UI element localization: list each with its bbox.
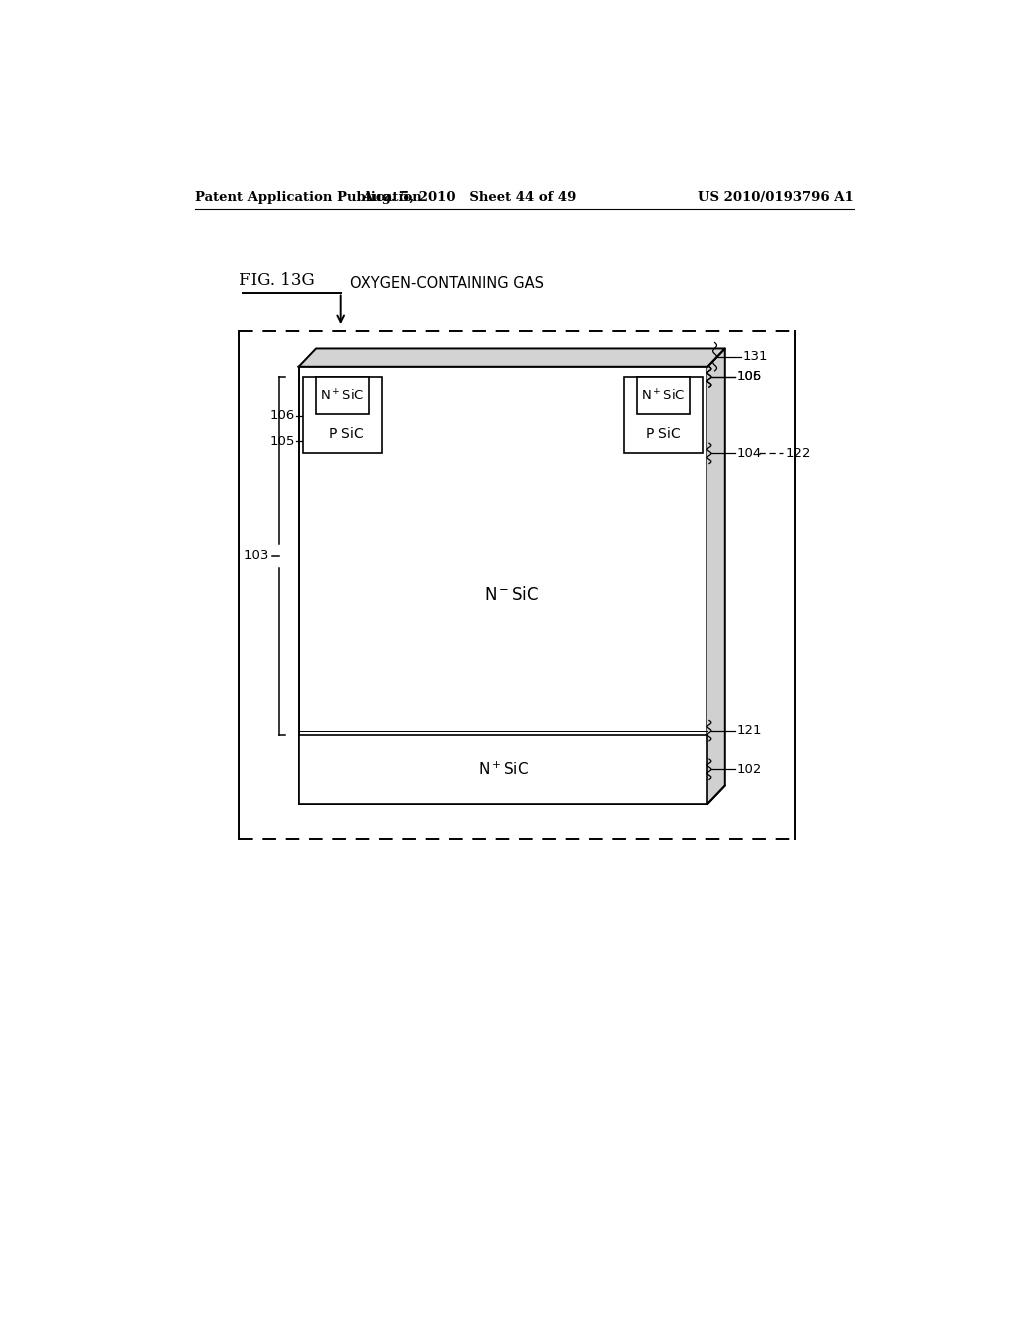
Text: FIG. 13G: FIG. 13G (240, 272, 314, 289)
Text: 106: 106 (269, 409, 295, 422)
Text: US 2010/0193796 A1: US 2010/0193796 A1 (698, 190, 854, 203)
Text: $\mathsf{N^+SiC}$: $\mathsf{N^+SiC}$ (641, 388, 686, 403)
Text: 105: 105 (269, 434, 295, 447)
Text: $\mathsf{P\ SiC}$: $\mathsf{P\ SiC}$ (329, 426, 365, 441)
Text: 102: 102 (736, 763, 762, 776)
Polygon shape (299, 348, 725, 367)
Text: 103: 103 (244, 549, 269, 562)
Bar (299, 367, 708, 804)
Text: $\mathsf{N^+SiC}$: $\mathsf{N^+SiC}$ (477, 760, 528, 777)
Text: $\mathsf{P\ SiC}$: $\mathsf{P\ SiC}$ (645, 426, 682, 441)
Text: $\mathsf{N^-SiC}$: $\mathsf{N^-SiC}$ (483, 586, 539, 603)
Text: $\mathsf{N^+SiC}$: $\mathsf{N^+SiC}$ (321, 388, 365, 403)
Bar (637, 378, 690, 414)
Bar (303, 378, 382, 453)
Text: Patent Application Publication: Patent Application Publication (196, 190, 422, 203)
Polygon shape (708, 348, 725, 804)
Bar (316, 378, 369, 414)
Text: OXYGEN-CONTAINING GAS: OXYGEN-CONTAINING GAS (350, 276, 544, 290)
Text: 105: 105 (736, 371, 762, 383)
Text: 121: 121 (736, 725, 762, 737)
Text: Aug. 5, 2010   Sheet 44 of 49: Aug. 5, 2010 Sheet 44 of 49 (362, 190, 577, 203)
Bar (299, 735, 708, 804)
Text: 106: 106 (736, 371, 762, 383)
Bar (624, 378, 703, 453)
Text: 104: 104 (736, 447, 762, 459)
Text: 131: 131 (742, 350, 768, 363)
Text: 122: 122 (785, 447, 811, 459)
